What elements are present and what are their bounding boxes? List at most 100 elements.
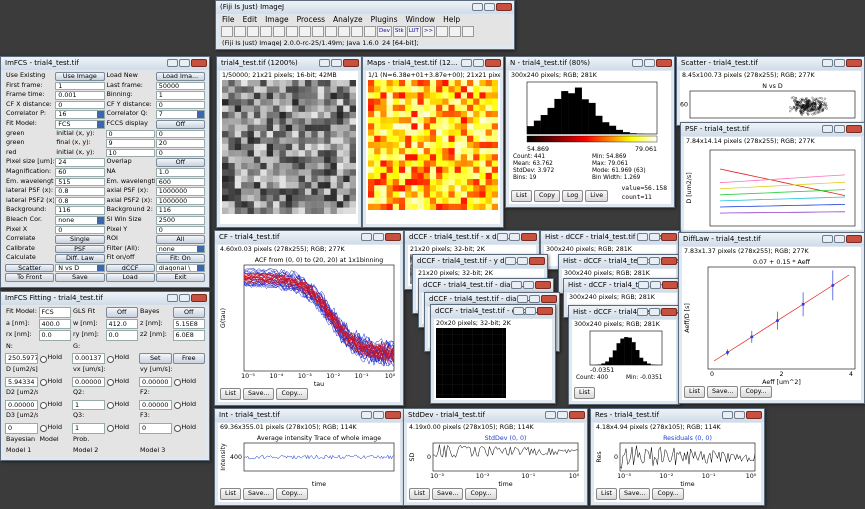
button[interactable]: Copy... xyxy=(276,488,308,500)
minimize-button[interactable] xyxy=(822,59,833,67)
radio-button[interactable]: Hold xyxy=(173,423,206,434)
button[interactable]: All xyxy=(155,235,205,244)
text-field[interactable]: 6.0E8 xyxy=(172,330,205,341)
text-field[interactable]: 412.0 xyxy=(105,318,138,330)
button[interactable]: PSF xyxy=(55,244,105,254)
text-field[interactable]: 0.001 xyxy=(55,91,105,100)
tool-button[interactable]: LUT xyxy=(406,26,421,37)
button[interactable]: Save... xyxy=(243,488,275,500)
text-field[interactable]: 0.00000 xyxy=(139,399,172,411)
button[interactable]: Load Ima... xyxy=(155,72,205,81)
button[interactable]: Load xyxy=(105,273,155,283)
dropdown[interactable]: N vs D xyxy=(55,263,105,273)
text-field[interactable]: 515 xyxy=(55,177,105,187)
close-button[interactable] xyxy=(535,281,551,289)
tool-button[interactable] xyxy=(351,26,363,37)
tool-button[interactable]: Stk xyxy=(392,26,406,37)
button[interactable]: Copy... xyxy=(276,388,308,400)
radio-button[interactable]: Hold xyxy=(39,377,72,388)
maximize-button[interactable] xyxy=(373,233,384,241)
button[interactable]: List xyxy=(511,190,533,202)
text-field[interactable]: 116 xyxy=(155,206,205,215)
text-field[interactable]: 2500 xyxy=(155,215,205,225)
dropdown[interactable]: diagonal \ xyxy=(155,263,205,273)
text-field[interactable]: 0 xyxy=(155,225,205,235)
maximize-button[interactable] xyxy=(509,233,520,241)
text-field[interactable]: 60 xyxy=(55,167,105,177)
minimize-button[interactable] xyxy=(497,233,508,241)
tool-button[interactable]: >> xyxy=(421,26,436,37)
button[interactable]: Diff. Law xyxy=(55,254,105,263)
text-field[interactable]: 1 xyxy=(155,91,205,100)
tool-button[interactable] xyxy=(436,26,449,37)
text-field[interactable]: 0 xyxy=(55,225,105,235)
radio-button[interactable]: Hold xyxy=(39,423,72,434)
button[interactable]: Single xyxy=(55,235,105,244)
text-field[interactable]: 0 xyxy=(55,100,105,110)
maximize-button[interactable] xyxy=(517,257,528,265)
maximize-button[interactable] xyxy=(331,59,342,67)
tool-button[interactable] xyxy=(247,26,259,37)
radio-button[interactable]: Hold xyxy=(173,400,206,411)
button[interactable]: To Front xyxy=(5,273,55,283)
minimize-button[interactable] xyxy=(319,59,330,67)
button[interactable]: Scatter xyxy=(5,263,55,273)
button[interactable]: Use Image xyxy=(55,72,105,81)
minimize-button[interactable] xyxy=(513,307,524,315)
text-field[interactable]: 1.0 xyxy=(155,167,205,177)
close-button[interactable] xyxy=(385,233,401,241)
text-field[interactable]: 0 xyxy=(5,422,38,434)
button[interactable]: List xyxy=(220,388,242,400)
text-field[interactable]: 0.00000 xyxy=(139,376,172,388)
maximize-button[interactable] xyxy=(373,411,384,419)
radio-button[interactable]: Hold xyxy=(106,377,139,388)
tool-button[interactable] xyxy=(364,26,376,37)
radio-button[interactable]: Hold xyxy=(106,423,139,434)
close-button[interactable] xyxy=(661,257,677,265)
button[interactable]: Copy... xyxy=(740,386,772,398)
close-button[interactable] xyxy=(343,59,359,67)
menu-item[interactable]: Window xyxy=(405,15,436,24)
button[interactable]: List xyxy=(220,488,242,500)
close-button[interactable] xyxy=(529,257,545,265)
menu-item[interactable]: Plugins xyxy=(370,15,398,24)
button[interactable]: Exit xyxy=(155,273,205,283)
close-button[interactable] xyxy=(846,59,862,67)
dropdown[interactable]: 7 xyxy=(155,110,205,119)
minimize-button[interactable] xyxy=(167,59,178,67)
tool-button[interactable] xyxy=(325,26,337,37)
button[interactable]: Copy... xyxy=(465,488,497,500)
text-field[interactable]: 0 xyxy=(105,129,155,139)
text-field[interactable]: 5.94334 xyxy=(5,376,38,388)
close-button[interactable] xyxy=(385,411,401,419)
text-field[interactable]: 400.0 xyxy=(38,318,71,330)
text-field[interactable]: 1 xyxy=(72,422,105,434)
text-field[interactable]: 5.15E8 xyxy=(172,318,205,330)
button[interactable]: Save... xyxy=(432,488,464,500)
maximize-button[interactable] xyxy=(525,307,536,315)
maximize-button[interactable] xyxy=(473,59,484,67)
minimize-button[interactable] xyxy=(637,233,648,241)
menu-item[interactable]: Image xyxy=(265,15,289,24)
text-field[interactable]: 24 xyxy=(55,158,105,167)
button[interactable]: List xyxy=(684,386,706,398)
minimize-button[interactable] xyxy=(472,3,483,11)
dropdown[interactable]: none xyxy=(155,244,205,254)
button[interactable]: Save... xyxy=(619,488,651,500)
maximize-button[interactable] xyxy=(834,125,845,133)
maximize-button[interactable] xyxy=(649,233,660,241)
close-button[interactable] xyxy=(662,281,678,289)
close-button[interactable] xyxy=(541,295,557,303)
minimize-button[interactable] xyxy=(361,233,372,241)
text-field[interactable]: 20 xyxy=(155,139,205,148)
tool-button[interactable] xyxy=(338,26,350,37)
minimize-button[interactable] xyxy=(822,235,833,243)
close-button[interactable] xyxy=(537,307,553,315)
tool-button[interactable] xyxy=(260,26,272,37)
minimize-button[interactable] xyxy=(722,411,733,419)
maximize-button[interactable] xyxy=(650,281,661,289)
close-button[interactable] xyxy=(661,233,677,241)
minimize-button[interactable] xyxy=(545,411,556,419)
button[interactable]: Copy... xyxy=(652,488,684,500)
text-field[interactable]: 1 xyxy=(72,399,105,411)
